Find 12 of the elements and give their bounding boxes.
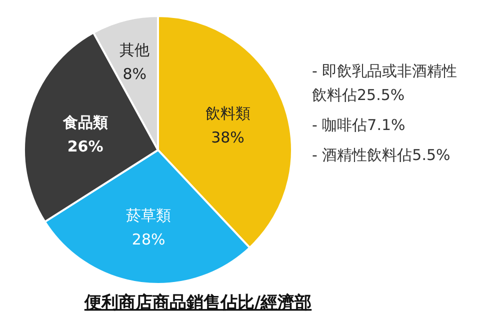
data-label: 28% — [132, 230, 166, 248]
slice-label: 菸草類 — [126, 206, 172, 224]
data-label: 38% — [211, 128, 244, 146]
data-label: 26% — [67, 137, 104, 156]
slice-label: 其他 — [120, 41, 150, 60]
text: - 咖啡佔7.1% — [312, 116, 406, 134]
slice-label: 食品類 — [62, 113, 108, 132]
slice-label: 飲料類 — [205, 104, 250, 122]
data-label: 8% — [122, 65, 147, 84]
text: 便利商店商品銷售佔比/經濟部 — [83, 293, 312, 313]
text: - 即飲乳品或非酒精性飲料佔25.5% — [312, 62, 458, 104]
text: - 酒精性飲料佔5.5% — [312, 146, 450, 164]
